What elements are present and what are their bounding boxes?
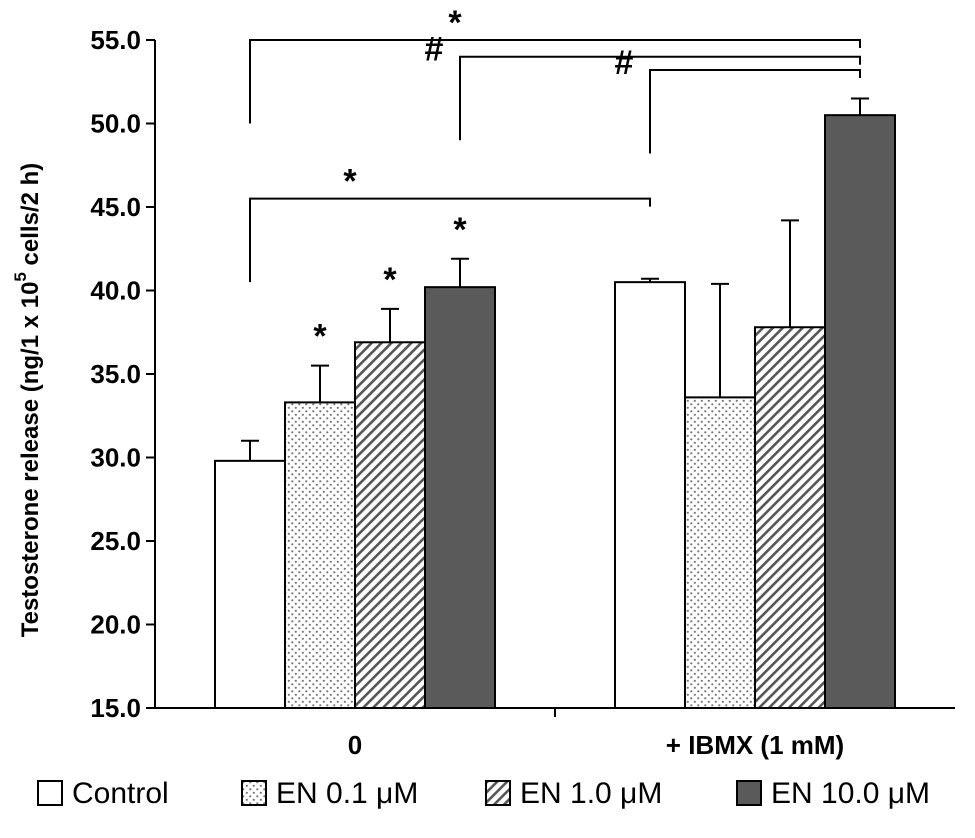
y-tick-label-4: 35.0: [90, 359, 141, 389]
y-axis-label: Testosterone release (ng/1 x 105 cells/2…: [11, 163, 44, 638]
bar-2-1: [754, 326, 826, 709]
bracket-1: [459, 55, 861, 141]
bar-1-1: [684, 396, 756, 709]
y-tick-label-3: 30.0: [90, 443, 141, 473]
bracket-0: [249, 39, 861, 124]
bracket-label-3: *: [343, 163, 357, 201]
y-tick-label-5: 40.0: [90, 276, 141, 306]
y-tick-label-0: 15.0: [90, 693, 141, 723]
category-label-1: + IBMX (1 mM): [666, 730, 844, 760]
bar-0-1: [614, 281, 686, 709]
y-tick-label-7: 50.0: [90, 109, 141, 139]
bracket-label-2: #: [615, 44, 634, 82]
bar-3-1: [824, 114, 896, 709]
bracket-label-1: #: [425, 31, 444, 69]
y-tick-label-6: 45.0: [90, 192, 141, 222]
legend-swatch-1: [241, 780, 267, 806]
bars: [214, 114, 896, 709]
category-label-0: 0: [348, 730, 362, 760]
bar-1-0: [284, 401, 356, 709]
significance-mark-1: *: [383, 261, 397, 299]
error-bars: [241, 97, 869, 461]
legend-swatch-0: [37, 780, 63, 806]
category-labels: 0 + IBMX (1 mM): [348, 730, 844, 760]
y-tick-label-1: 20.0: [90, 610, 141, 640]
significance-mark-2: *: [453, 211, 467, 249]
legend-label-2: EN 1.0 μM: [520, 777, 662, 810]
bracket-3: [249, 197, 651, 283]
bracket-label-0: *: [448, 4, 462, 42]
significance-brackets: *# #*: [249, 4, 861, 283]
y-axis-label-superscript: 5: [11, 272, 30, 281]
bar-2-0: [354, 341, 426, 709]
y-ticks: 15.0 20.0 25.0 30.0 35.0 40.0 45.0 50.0 55.0: [90, 25, 155, 723]
legend-swatch-3: [736, 780, 762, 806]
bracket-2: [649, 69, 861, 154]
y-tick-label-8: 55.0: [90, 25, 141, 55]
legend-label-0: Control: [72, 777, 169, 810]
significance-mark-0: *: [313, 318, 327, 356]
bar-0-0: [214, 459, 286, 709]
legend-swatch-2: [485, 780, 511, 806]
legend-label-1: EN 0.1 μM: [276, 777, 418, 810]
y-axis-label-suffix: cells/2 h): [17, 163, 44, 272]
y-tick-label-2: 25.0: [90, 526, 141, 556]
legend: Control EN 0.1 μM EN 1.0 μM EN 10.0 μM: [37, 777, 930, 810]
bar-3-0: [424, 286, 496, 709]
significance-marks: * * *: [313, 211, 467, 356]
legend-label-3: EN 10.0 μM: [771, 777, 930, 810]
